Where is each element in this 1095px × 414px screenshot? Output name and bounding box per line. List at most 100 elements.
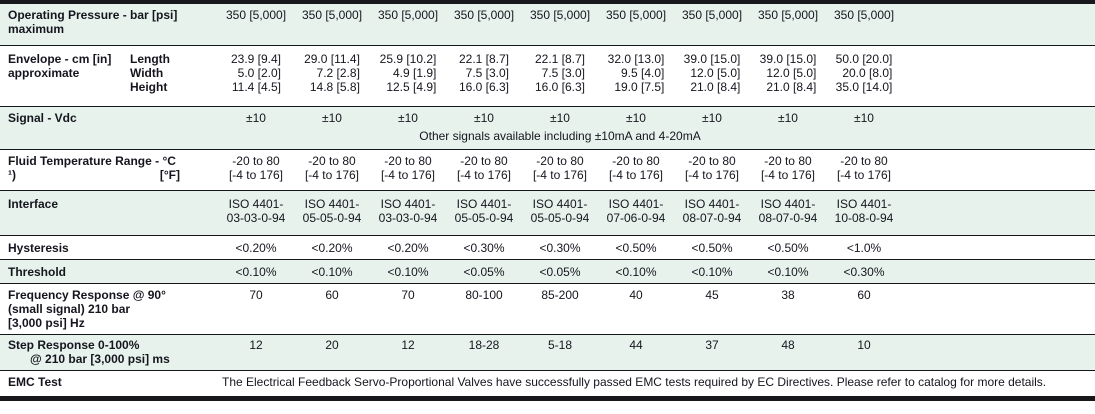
table-row-envelope: Envelope - cm [in] approximate Length Width…	[0, 45, 1095, 106]
cell-lines: 32.0 [13.0] 9.5 [4.0] 19.0 [7.5]	[608, 52, 665, 94]
table-cell: 12	[249, 338, 263, 352]
cell-line: 9.5 [4.0]	[620, 66, 665, 80]
row-sublabel-line: Length	[130, 52, 170, 66]
table-cell: ISO 4401- 08-07-0-94	[674, 197, 750, 225]
cell-lines: ISO 4401- 08-07-0-94	[759, 197, 818, 225]
table-cell: -20 to 80 [-4 to 176]	[826, 154, 902, 182]
cell-line: [-4 to 176]	[228, 168, 284, 182]
row-data: 350 [5,000] 350 [5,000] 350 [5,000] 350 [5,…	[218, 8, 902, 41]
unit-label: [°F]	[159, 168, 180, 182]
table-cell: 5-18	[547, 338, 573, 352]
cell-line: 16.0 [6.3]	[458, 80, 510, 94]
cell-lines: -20 to 80 [-4 to 176]	[381, 154, 435, 182]
table-row-interface: Interface ISO 4401- 03-03-0-94 ISO 4401- 05-…	[0, 190, 1095, 235]
cell-line: ISO 4401-	[228, 197, 284, 211]
row-cells: ±10 ±10 ±10 ±10 ±10 ±10 ±10 ±10 ±10	[218, 111, 902, 125]
table-cell: 350 [5,000]	[833, 8, 895, 22]
cell-line: ISO 4401-	[608, 197, 664, 211]
cell-line: -20 to 80	[840, 154, 888, 168]
cell-line: 7.5 [3.0]	[541, 66, 586, 80]
cell-line: 5.0 [2.0]	[237, 66, 282, 80]
cell-line: 16.0 [6.3]	[534, 80, 586, 94]
table-row-signal: Signal - Vdc ±10 ±10 ±10 ±10 ±10 ±10 ±10 ±10 ±10 O…	[0, 106, 1095, 149]
table-cell: -20 to 80 [-4 to 176]	[674, 154, 750, 182]
cell-lines: ISO 4401- 03-03-0-94	[227, 197, 286, 225]
row-data: <0.20% <0.20% <0.20% <0.30% <0.30% <0.50% <0.5…	[218, 241, 902, 255]
cell-lines: -20 to 80 [-4 to 176]	[609, 154, 663, 182]
row-label-operating-pressure: Operating Pressure - bar [psi] maximum	[0, 8, 218, 41]
table-cell: ISO 4401- 10-08-0-94	[826, 197, 902, 225]
table-cell: 45	[705, 288, 719, 302]
row-label-interface: Interface	[0, 197, 218, 231]
table-cell: 350 [5,000]	[605, 8, 667, 22]
cell-line: 39.0 [15.0]	[759, 52, 817, 66]
table-cell: -20 to 80 [-4 to 176]	[294, 154, 370, 182]
table-cell: 70	[401, 288, 415, 302]
cell-line: 05-05-0-94	[302, 211, 362, 225]
row-label-line: EMC Test	[8, 375, 62, 389]
table-cell: 29.0 [11.4] 7.2 [2.8] 14.8 [5.8]	[294, 52, 370, 94]
cell-lines: -20 to 80 [-4 to 176]	[305, 154, 359, 182]
table-row-hysteresis: Hysteresis <0.20% <0.20% <0.20% <0.30% <0.30%…	[0, 235, 1095, 259]
table-cell: 32.0 [13.0] 9.5 [4.0] 19.0 [7.5]	[598, 52, 674, 94]
table-cell: ±10	[626, 111, 646, 125]
table-cell: <0.50%	[691, 241, 733, 255]
cell-line: 21.0 [8.4]	[690, 80, 741, 94]
table-cell: 350 [5,000]	[377, 8, 439, 22]
table-cell: 350 [5,000]	[529, 8, 591, 22]
cell-lines: -20 to 80 [-4 to 176]	[837, 154, 891, 182]
cell-line: 7.2 [2.8]	[316, 66, 360, 80]
table-cell: ±10	[550, 111, 570, 125]
table-cell: <0.50%	[615, 241, 657, 255]
cell-lines: 50.0 [20.0] 20.0 [8.0] 35.0 [14.0]	[836, 52, 893, 94]
cell-line: [-4 to 176]	[456, 168, 512, 182]
cell-line: 23.9 [9.4]	[230, 52, 282, 66]
row-label-line: @ 210 bar [3,000 psi] ms	[30, 352, 170, 366]
cell-line: 19.0 [7.5]	[614, 80, 665, 94]
table-cell: 60	[857, 288, 871, 302]
row-cells: 12 20 12 18-28 5-18 44 37 48 10	[218, 338, 902, 352]
row-cells: 23.9 [9.4] 5.0 [2.0] 11.4 [4.5] 29.0 [11.4]…	[218, 52, 902, 94]
row-label-line: Frequency Response @ 90°	[8, 288, 166, 302]
cell-line: 10-08-0-94	[834, 211, 894, 225]
cell-line: -20 to 80	[612, 154, 660, 168]
row-label-frequency-response: Frequency Response @ 90° (small signal) 2…	[0, 288, 218, 330]
cell-lines: ISO 4401- 03-03-0-94	[379, 197, 438, 225]
row-label-line: maximum	[8, 22, 65, 36]
table-cell: <0.05%	[539, 265, 581, 279]
table-cell: 22.1 [8.7] 7.5 [3.0] 16.0 [6.3]	[446, 52, 522, 94]
table-row-operating-pressure: Operating Pressure - bar [psi] maximum 350…	[0, 4, 1095, 45]
cell-line: 03-03-0-94	[378, 211, 438, 225]
table-cell: <0.20%	[311, 241, 353, 255]
table-cell: <0.20%	[235, 241, 277, 255]
row-data: 12 20 12 18-28 5-18 44 37 48 10	[218, 338, 902, 366]
table-cell: ISO 4401- 05-05-0-94	[294, 197, 370, 225]
table-cell: 40	[629, 288, 643, 302]
row-label-fluid-temperature: Fluid Temperature Range - °C ¹) [°F]	[0, 154, 218, 186]
row-data: ±10 ±10 ±10 ±10 ±10 ±10 ±10 ±10 ±10 Other signals…	[218, 111, 902, 145]
table-cell: 39.0 [15.0] 12.0 [5.0] 21.0 [8.4]	[750, 52, 826, 94]
cell-line: ISO 4401-	[456, 197, 512, 211]
row-data: 70 60 70 80-100 85-200 40 45 38 60	[218, 288, 902, 330]
cell-lines: ISO 4401- 07-06-0-94	[607, 197, 666, 225]
row-label-line: Fluid Temperature Range - °C	[8, 154, 176, 168]
cell-line: [-4 to 176]	[608, 168, 664, 182]
table-cell: ISO 4401- 05-05-0-94	[446, 197, 522, 225]
table-cell: ISO 4401- 08-07-0-94	[750, 197, 826, 225]
table-cell: <1.0%	[846, 241, 882, 255]
cell-line: 05-05-0-94	[530, 211, 590, 225]
cell-line: ISO 4401-	[836, 197, 892, 211]
cell-line: 25.9 [10.2]	[379, 52, 437, 66]
row-span-text: The Electrical Feedback Servo-Proportion…	[222, 375, 1047, 389]
cell-lines: ISO 4401- 05-05-0-94	[455, 197, 514, 225]
cell-line: 39.0 [15.0]	[683, 52, 741, 66]
table-cell: <0.10%	[235, 265, 277, 279]
footnote-mark: ¹)	[8, 168, 16, 182]
table-cell: 20	[325, 338, 339, 352]
table-cell: ±10	[322, 111, 342, 125]
cell-line: 22.1 [8.7]	[534, 52, 586, 66]
row-cells: ISO 4401- 03-03-0-94 ISO 4401- 05-05-0-94 IS…	[218, 197, 902, 225]
table-cell: <0.30%	[539, 241, 581, 255]
row-cells: <0.10% <0.10% <0.10% <0.05% <0.05% <0.10% <0.1…	[218, 265, 902, 279]
cell-line: 50.0 [20.0]	[835, 52, 893, 66]
